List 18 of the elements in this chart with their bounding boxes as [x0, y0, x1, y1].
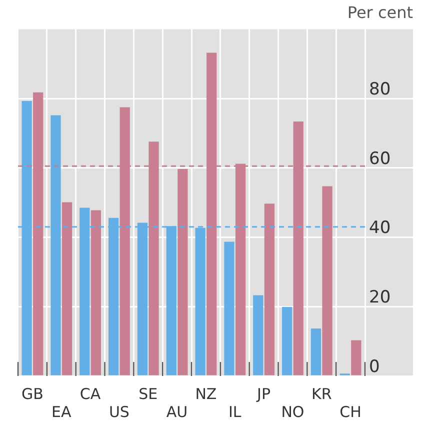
x-tick-label: NZ	[195, 384, 217, 403]
x-tick-label: JP	[256, 384, 271, 403]
x-tick-label: KR	[311, 384, 332, 403]
y-tick-label: 20	[369, 288, 391, 308]
x-tick-label: EA	[52, 402, 72, 421]
y-tick-label: 0	[369, 356, 380, 377]
x-tick-label: AU	[166, 402, 188, 421]
x-tick-label: GB	[21, 384, 44, 403]
x-tick-label: CH	[340, 402, 362, 421]
y-tick-label: 80	[369, 79, 391, 100]
x-tick-label: CA	[80, 384, 102, 403]
y-tick-label: 60	[369, 148, 391, 169]
y-tick-label: 40	[369, 218, 391, 238]
y-axis-title: Per cent	[347, 2, 413, 22]
x-tick-label: NO	[281, 402, 304, 421]
x-tick-label: IL	[228, 402, 242, 421]
x-tick-label: SE	[138, 384, 158, 403]
x-tick-label: US	[108, 402, 130, 421]
